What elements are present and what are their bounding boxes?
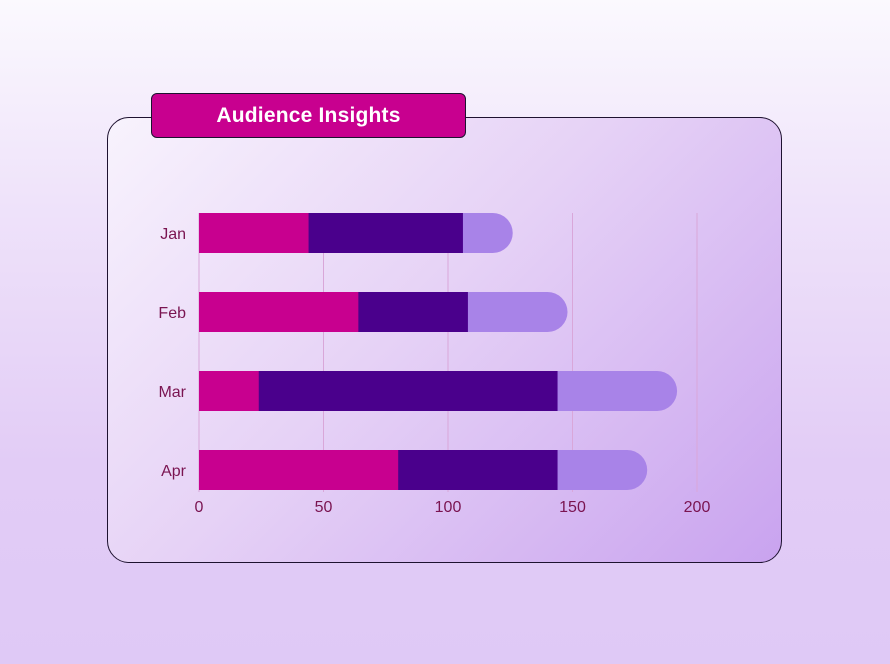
x-tick-label: 200	[684, 499, 711, 516]
chart-title: Audience Insights	[151, 93, 466, 138]
bar-segment	[467, 292, 568, 332]
y-tick-label: Apr	[161, 463, 187, 480]
y-tick-label: Jan	[160, 226, 186, 243]
bar-segment	[477, 371, 558, 411]
bar-segment	[199, 213, 309, 253]
bar-segment	[557, 371, 678, 411]
bar-segment	[199, 450, 399, 490]
y-tick-label: Mar	[158, 384, 186, 401]
y-tick-label: Feb	[158, 305, 186, 322]
bar-segment	[462, 213, 513, 253]
x-tick-label: 0	[195, 499, 204, 516]
bar-segment	[258, 371, 479, 411]
bar-segment	[438, 292, 469, 332]
bar-segment	[358, 292, 439, 332]
x-tick-label: 150	[559, 499, 586, 516]
bar-segment	[408, 213, 464, 253]
x-tick-label: 100	[435, 499, 462, 516]
bar-segment	[557, 450, 648, 490]
x-tick-label: 50	[315, 499, 333, 516]
bar-segment	[308, 213, 409, 253]
bar-segment	[199, 292, 359, 332]
bar-segment	[398, 450, 558, 490]
bar-segment	[199, 371, 260, 411]
